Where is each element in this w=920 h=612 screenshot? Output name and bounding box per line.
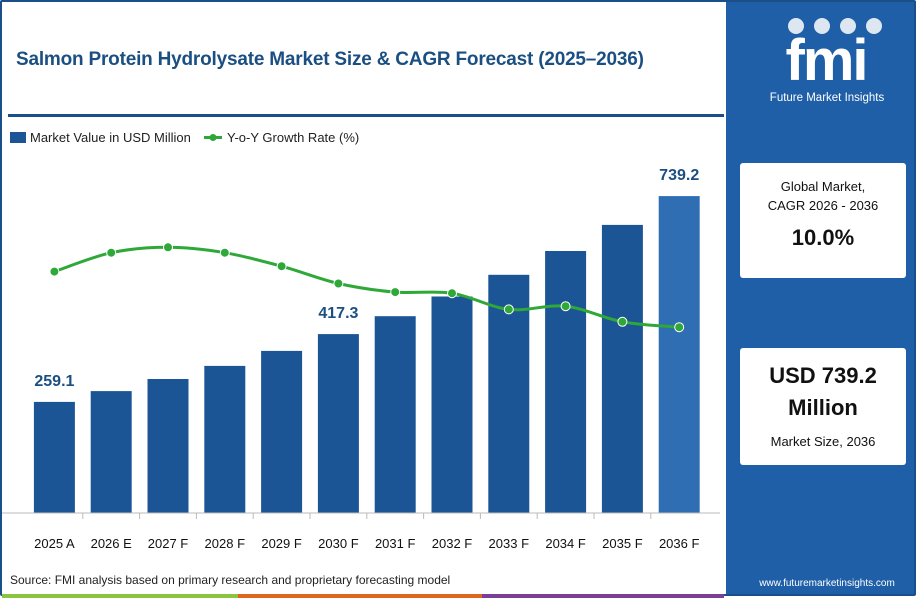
- data-label-background: [655, 160, 704, 187]
- stripe-segment-3: [482, 594, 724, 598]
- bar-2031-f: [374, 316, 416, 513]
- growth-point-2029-f: [276, 261, 287, 272]
- fmi-logo: fmi: [786, 18, 882, 84]
- legend-label-bar: Market Value in USD Million: [30, 130, 191, 145]
- bar-2025-a: [33, 401, 75, 513]
- growth-point-2027-f: [163, 242, 173, 253]
- market-size-value-line1: USD 739.2: [769, 363, 877, 388]
- chart-title: Salmon Protein Hydrolysate Market Size &…: [16, 49, 644, 70]
- bar-2036-f: [658, 196, 700, 513]
- x-axis-tick-labels: 2025 A 2026 E 2027 F 2028 F 2029 F 2030 F 2031…: [34, 513, 699, 551]
- x-tick-label: 2031 F: [375, 536, 416, 551]
- growth-point-2031-f: [390, 287, 401, 298]
- bar-2035-f: [601, 224, 643, 513]
- market-size-card: USD 739.2 Million Market Size, 2036: [740, 348, 906, 465]
- legend-label-line: Y-o-Y Growth Rate (%): [227, 130, 359, 145]
- x-tick-label: 2034 F: [545, 536, 586, 551]
- growth-point-2025-a: [49, 266, 60, 277]
- x-tick-label: 2026 E: [91, 536, 133, 551]
- stripe-segment-2: [238, 594, 482, 598]
- brand-name: Future Market Insights: [769, 92, 885, 104]
- x-tick-label: 2030 F: [318, 536, 359, 551]
- x-tick-label: 2025 A: [34, 536, 75, 551]
- data-label-background: [30, 365, 79, 392]
- logo-wordmark: fmi: [786, 28, 867, 84]
- x-tick-label: 2027 F: [148, 536, 189, 551]
- growth-point-2036-f: [674, 322, 685, 333]
- market-size-value: USD 739.2 Million: [740, 360, 906, 424]
- bar-2030-f: [317, 334, 359, 513]
- title-divider: [8, 114, 724, 117]
- x-tick-label: 2036 F: [659, 536, 700, 551]
- logo-dot-icon: [866, 18, 882, 34]
- market-size-value-line2: Million: [788, 395, 858, 420]
- x-tick-label: 2029 F: [261, 536, 302, 551]
- source-note: Source: FMI analysis based on primary re…: [10, 573, 451, 587]
- website-link[interactable]: www.futuremarketinsights.com: [759, 578, 895, 589]
- growth-point-2032-f: [447, 288, 457, 299]
- growth-point-2033-f: [503, 304, 514, 315]
- x-tick-label: 2035 F: [602, 536, 643, 551]
- x-tick-label: 2033 F: [489, 536, 530, 551]
- bar-2033-f: [488, 274, 530, 513]
- brand-sidebar: [726, 2, 914, 594]
- growth-point-2030-f: [333, 278, 344, 289]
- bar-2027-f: [147, 379, 189, 513]
- bar-2026-e: [90, 391, 132, 513]
- data-label-background: [314, 298, 363, 325]
- chart-legend: Market Value in USD Million Y-o-Y Growth…: [10, 130, 359, 145]
- bar-2034-f: [545, 251, 587, 513]
- bottom-color-stripe: [2, 594, 724, 598]
- legend-swatch-marker: [209, 134, 217, 141]
- bar-2032-f: [431, 296, 473, 513]
- growth-point-2026-e: [106, 247, 117, 258]
- growth-point-2028-f: [219, 247, 230, 258]
- cagr-value: 10.0%: [791, 225, 855, 250]
- logo-dot-icon: [788, 18, 804, 34]
- bar-2029-f: [261, 350, 303, 513]
- market-chart: Market Value in USD Million Y-o-Y Growth…: [2, 130, 720, 551]
- stripe-segment-1: [2, 594, 238, 598]
- legend-swatch-bar: [10, 132, 26, 143]
- logo-dot-icon: [814, 18, 830, 34]
- growth-point-2035-f: [617, 316, 628, 327]
- market-size-label: Market Size, 2036: [770, 434, 876, 449]
- x-tick-label: 2032 F: [432, 536, 473, 551]
- growth-line-series: [49, 242, 685, 333]
- data-label: 417.3: [318, 305, 358, 322]
- logo-dot-icon: [840, 18, 856, 34]
- x-tick-label: 2028 F: [205, 536, 246, 551]
- cagr-card: Global Market, CAGR 2026 - 2036 10.0%: [740, 163, 906, 278]
- bar-series: [33, 196, 700, 513]
- bar-data-labels: 259.1 417.3 739.2: [30, 160, 704, 392]
- growth-point-2034-f: [560, 301, 571, 312]
- data-label: 739.2: [659, 167, 699, 184]
- bar-2028-f: [204, 365, 246, 513]
- cagr-label-line2: CAGR 2026 - 2036: [767, 198, 879, 213]
- cagr-label: Global Market, CAGR 2026 - 2036: [740, 177, 906, 215]
- data-label: 259.1: [34, 373, 74, 390]
- cagr-label-line1: Global Market,: [780, 179, 866, 194]
